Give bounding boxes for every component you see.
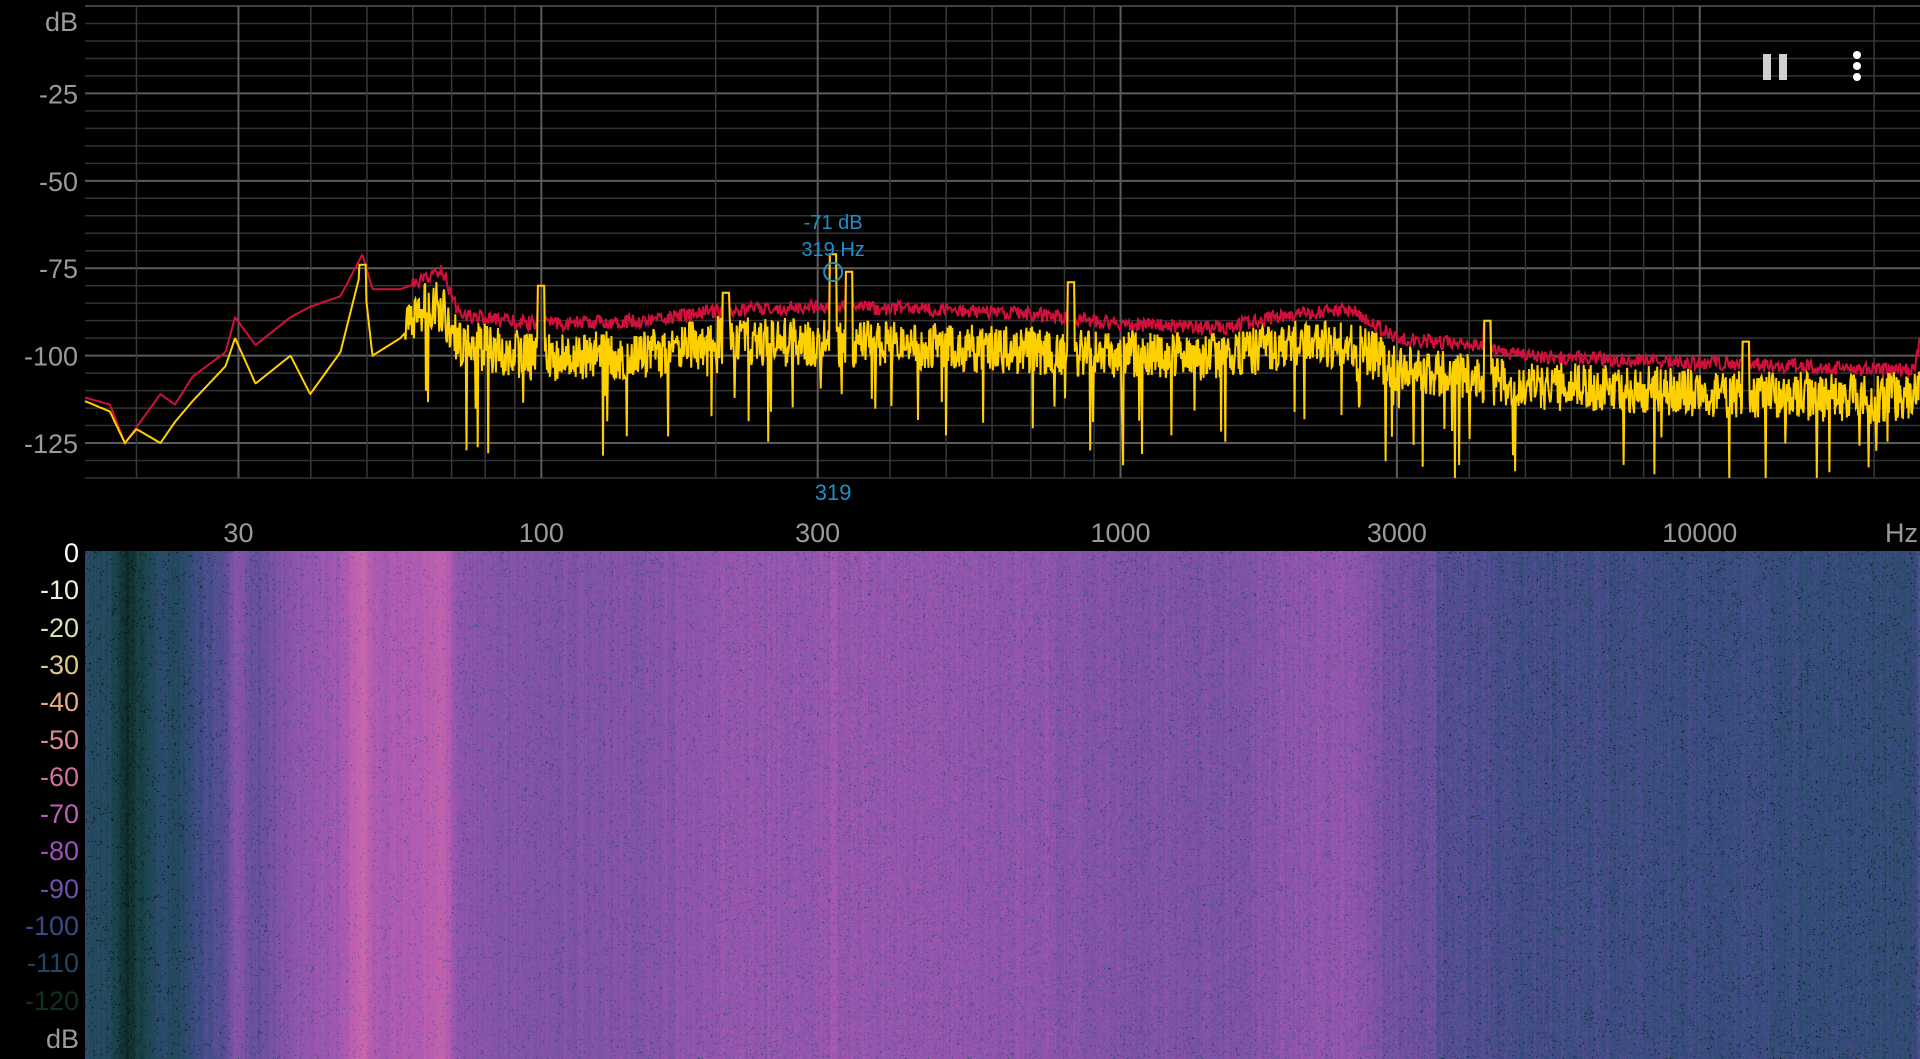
- colorbar-label: -50: [39, 724, 79, 755]
- y-tick-label: -25: [39, 79, 78, 109]
- x-tick-label: 100: [519, 518, 564, 548]
- y-tick-label: -75: [39, 254, 78, 284]
- colorbar-label: -90: [39, 873, 79, 904]
- current-spectrum-line: [84, 253, 1920, 479]
- pause-icon[interactable]: [1762, 54, 1788, 80]
- cursor-hz-label: 319 Hz: [801, 239, 864, 261]
- colorbar-label: -80: [39, 836, 79, 867]
- x-tick-label: 10000: [1662, 518, 1737, 548]
- colorbar-label: -10: [39, 575, 79, 606]
- x-tick-label: 30: [223, 518, 253, 548]
- y-tick-label: -100: [24, 342, 78, 372]
- y-tick-label: -50: [39, 167, 78, 197]
- y-tick-label: -125: [24, 429, 78, 459]
- cursor-marker[interactable]: [823, 262, 844, 282]
- y-axis-ticks: -25 -50 -75 -100 -125: [24, 79, 78, 459]
- cursor-axis-label: 319: [815, 480, 852, 505]
- series-lines: [84, 253, 1920, 479]
- y-axis-unit: dB: [45, 7, 78, 37]
- colorbar-label: -70: [39, 799, 79, 830]
- x-tick-label: 3000: [1367, 518, 1427, 548]
- colorbar-label: -100: [24, 911, 79, 941]
- colorbar-unit: dB: [45, 1024, 79, 1054]
- x-axis-ticks: 30 100 300 1000 3000 10000: [223, 518, 1737, 548]
- cursor-db-label: -71 dB: [804, 212, 863, 234]
- colorbar-label: -110: [26, 948, 79, 979]
- colorbar-label: -120: [24, 985, 79, 1016]
- colorbar-label: 0: [63, 538, 79, 568]
- x-axis-unit: Hz: [1885, 518, 1918, 548]
- spectrum-chart[interactable]: -25-50-75-100-125 30 100 300 1000 3000 10000 …: [0, 0, 1920, 551]
- peak-hold-line: [84, 253, 1920, 445]
- colorbar-label: -40: [39, 687, 79, 718]
- spectrogram-heatmap[interactable]: [85, 551, 1920, 1059]
- peak-cursor[interactable]: -71 dB 319 Hz 319: [801, 212, 864, 505]
- colorbar-label: -30: [39, 649, 79, 680]
- more-vert-icon[interactable]: [1850, 50, 1870, 82]
- colorbar-label: -60: [39, 761, 79, 792]
- x-tick-label: 1000: [1091, 518, 1151, 548]
- colorbar-label: -20: [39, 612, 79, 643]
- x-tick-label: 300: [795, 518, 840, 548]
